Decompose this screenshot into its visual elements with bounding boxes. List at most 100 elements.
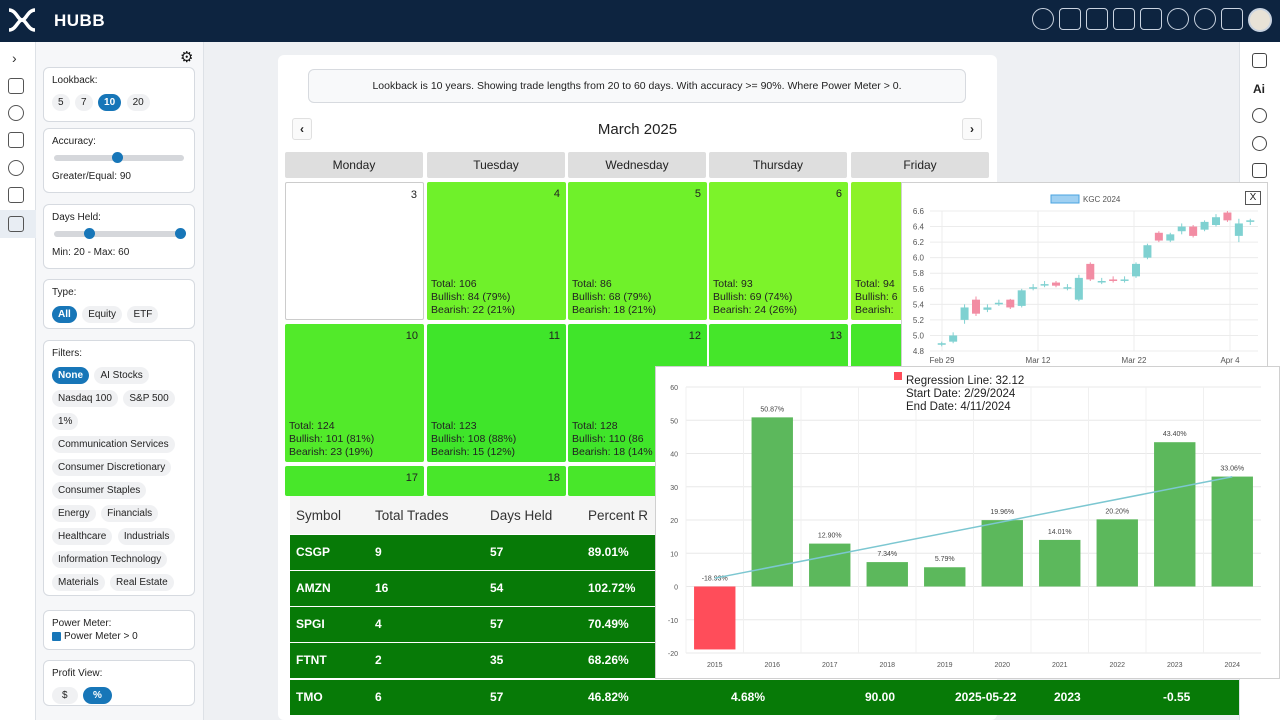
- y-tick-label: 4.8: [913, 347, 925, 356]
- type-option[interactable]: Equity: [82, 306, 122, 323]
- broadcast-icon[interactable]: [1167, 8, 1189, 30]
- lightbulb-icon[interactable]: [8, 105, 24, 121]
- days-held-slider[interactable]: [54, 231, 184, 237]
- day-total: Total: 124: [289, 420, 374, 433]
- filters-card: Filters: None AI Stocks Nasdaq 100 S&P 5…: [43, 340, 195, 596]
- calendar-day-cell[interactable]: 18: [427, 466, 566, 496]
- y-tick-label: 10: [670, 551, 678, 558]
- list-icon[interactable]: [1252, 53, 1267, 68]
- filter-option[interactable]: Nasdaq 100: [52, 390, 118, 407]
- y-tick-label: 6.4: [913, 223, 925, 232]
- calendar-day-cell[interactable]: 4 Total: 106 Bullish: 84 (79%) Bearish: …: [427, 182, 566, 320]
- document-icon[interactable]: [8, 187, 24, 203]
- filter-option[interactable]: AI Stocks: [94, 367, 148, 384]
- person-card-icon[interactable]: [1059, 8, 1081, 30]
- column-header[interactable]: Percent R: [588, 508, 648, 523]
- cell-days: 54: [490, 581, 503, 595]
- close-button[interactable]: X: [1245, 191, 1261, 205]
- x-tick-label: 2023: [1167, 662, 1183, 669]
- type-option[interactable]: ETF: [127, 306, 158, 323]
- column-header[interactable]: Total Trades: [375, 508, 449, 523]
- ai-icon[interactable]: Ai: [1253, 82, 1265, 96]
- lookback-option-selected[interactable]: 10: [98, 94, 121, 111]
- accuracy-slider[interactable]: [54, 155, 184, 161]
- y-tick-label: 5.8: [913, 269, 925, 278]
- y-tick-label: 5.6: [913, 285, 925, 294]
- day-bullish: Bullish: 6: [855, 291, 898, 304]
- power-meter-checkbox[interactable]: [52, 632, 61, 641]
- filter-option[interactable]: Industrials: [118, 528, 176, 545]
- line-chart-icon[interactable]: [1113, 8, 1135, 30]
- report-icon[interactable]: [8, 132, 24, 148]
- document-icon[interactable]: [1252, 163, 1267, 178]
- days-held-min-knob[interactable]: [84, 228, 95, 239]
- lookback-option[interactable]: 7: [75, 94, 93, 111]
- candlestick-popup: X 6.6 6.4 6.2 6.0 5.8 5.6 5.4 5.2 5.0 4.8 Feb 29 Ma…: [901, 182, 1268, 372]
- filter-option[interactable]: Information Technology: [52, 551, 167, 568]
- dashboard-icon[interactable]: [8, 78, 24, 94]
- filters-label: Filters:: [52, 348, 186, 359]
- y-tick-label: 50: [670, 418, 678, 425]
- candle-body: [1132, 264, 1140, 276]
- inbox-icon[interactable]: [1221, 8, 1243, 30]
- users-icon[interactable]: [8, 160, 24, 176]
- filter-option[interactable]: Communication Services: [52, 436, 175, 453]
- candle-body: [1063, 287, 1071, 289]
- calendar-day-cell[interactable]: 10 Total: 124 Bullish: 101 (81%) Bearish…: [285, 324, 424, 462]
- filter-option[interactable]: Materials: [52, 574, 105, 591]
- lightbulb-icon[interactable]: [1032, 8, 1054, 30]
- calendar-icon[interactable]: [8, 216, 24, 232]
- filter-option[interactable]: Consumer Staples: [52, 482, 146, 499]
- candle-body: [972, 300, 980, 314]
- broadcast-icon[interactable]: [1252, 108, 1267, 123]
- yearly-returns-popup: Regression Line: 32.12 Start Date: 2/29/…: [655, 366, 1280, 679]
- legend-swatch: [1051, 195, 1079, 203]
- data-label: 50.87%: [760, 406, 784, 413]
- lookback-label: Lookback:: [52, 75, 186, 86]
- lookback-option[interactable]: 5: [52, 94, 70, 111]
- y-tick-label: 5.2: [913, 316, 925, 325]
- column-header[interactable]: Symbol: [296, 508, 341, 523]
- table-row[interactable]: TMO 6 57 46.82% 4.68% 90.00 2025-05-22 2…: [290, 680, 1280, 715]
- report-icon[interactable]: [1086, 8, 1108, 30]
- filter-option[interactable]: Financials: [101, 505, 158, 522]
- profit-view-option-selected[interactable]: %: [83, 687, 112, 704]
- filter-option[interactable]: S&P 500: [123, 390, 174, 407]
- candle-body: [1189, 227, 1197, 236]
- cell-symbol: AMZN: [296, 581, 331, 595]
- day-number: 6: [836, 188, 842, 200]
- cell-symbol: FTNT: [296, 653, 327, 667]
- column-header[interactable]: Days Held: [490, 508, 552, 523]
- filter-option[interactable]: 1%: [52, 413, 78, 430]
- chevron-right-icon[interactable]: ›: [12, 50, 17, 66]
- day-bearish: Bearish: 24 (26%): [713, 304, 797, 317]
- history-icon[interactable]: [1252, 136, 1267, 151]
- calendar-day-cell[interactable]: 11 Total: 123 Bullish: 108 (88%) Bearish…: [427, 324, 566, 462]
- type-option-selected[interactable]: All: [52, 306, 77, 323]
- data-label: 7.34%: [877, 551, 897, 558]
- calendar-day-cell[interactable]: 5 Total: 86 Bullish: 68 (79%) Bearish: 1…: [568, 182, 707, 320]
- filter-option[interactable]: Healthcare: [52, 528, 112, 545]
- avatar[interactable]: [1248, 8, 1272, 32]
- y-tick-label: 5.0: [913, 331, 925, 340]
- filter-option[interactable]: Real Estate: [110, 574, 174, 591]
- next-month-button[interactable]: ›: [962, 118, 982, 140]
- day-bullish: Bullish: 68 (79%): [572, 291, 656, 304]
- gear-icon[interactable]: ⚙: [180, 48, 193, 66]
- calendar-day-cell[interactable]: 3: [285, 182, 424, 320]
- lookback-option[interactable]: 20: [127, 94, 150, 111]
- profit-view-option[interactable]: $: [52, 687, 78, 704]
- filter-option[interactable]: Energy: [52, 505, 96, 522]
- candle-body: [1029, 287, 1037, 289]
- cell-trades: 16: [375, 581, 388, 595]
- accuracy-knob[interactable]: [112, 152, 123, 163]
- filter-option-selected[interactable]: None: [52, 367, 89, 384]
- days-held-max-knob[interactable]: [175, 228, 186, 239]
- calendar-day-cell[interactable]: 6 Total: 93 Bullish: 69 (74%) Bearish: 2…: [709, 182, 848, 320]
- pie-icon[interactable]: [1194, 8, 1216, 30]
- day-bearish: Bearish:: [855, 304, 898, 317]
- calendar-day-cell[interactable]: 17: [285, 466, 424, 496]
- bar-chart-icon[interactable]: [1140, 8, 1162, 30]
- filter-option[interactable]: Consumer Discretionary: [52, 459, 171, 476]
- bar: [1097, 519, 1138, 586]
